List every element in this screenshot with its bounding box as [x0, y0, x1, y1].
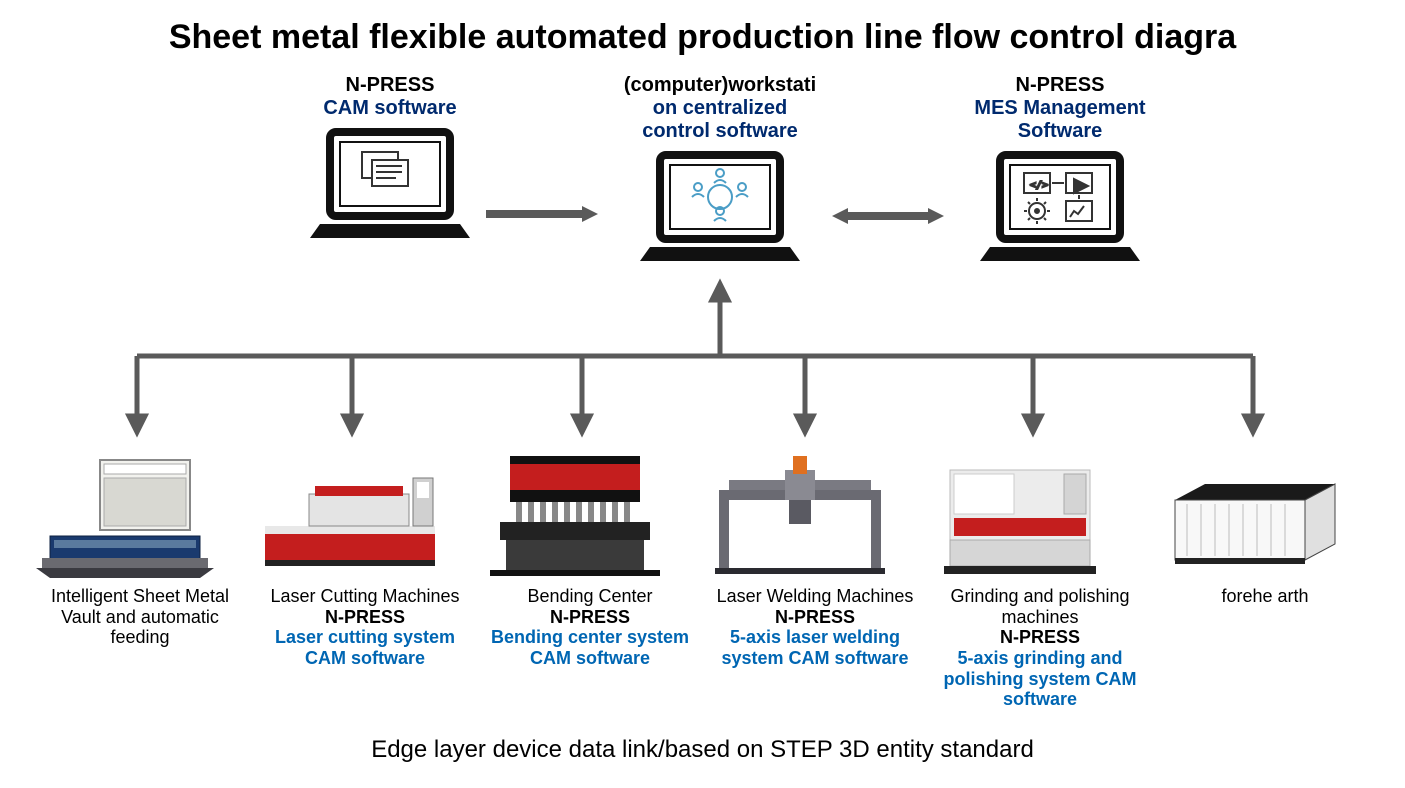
laptop-workstation-icon	[640, 149, 800, 269]
top-node-cam-line2: CAM software	[260, 97, 520, 120]
machine-vault-label: Intelligent Sheet Metal Vault and automa…	[30, 586, 250, 648]
machine-grinding-line3: 5-axis grinding and polishing system CAM…	[930, 648, 1150, 710]
arrow-workstation-mes	[832, 208, 944, 224]
top-node-ws-line2: on centralized	[590, 97, 850, 120]
machine-laser-cut-line3: Laser cutting system CAM software	[255, 627, 475, 668]
machine-grinding-line2: N-PRESS	[930, 627, 1150, 648]
machine-forehearth: forehe arth	[1155, 440, 1375, 740]
machine-laser-cut: Laser Cutting Machines N-PRESS Laser cut…	[255, 440, 475, 740]
top-node-cam: N-PRESS CAM software	[260, 74, 520, 251]
svg-text:</>: </>	[1030, 180, 1048, 191]
machine-grinding-line1: Grinding and polishing machines	[930, 586, 1150, 627]
machine-grinding-icon	[930, 440, 1120, 580]
top-node-mes-line3: Software	[930, 120, 1190, 143]
machine-forehearth-label: forehe arth	[1155, 586, 1375, 607]
top-node-workstation: (computer)workstati on centralized contr…	[590, 74, 850, 274]
machine-bending-line1: Bending Center	[480, 586, 700, 607]
machine-welding-line3: 5-axis laser welding system CAM software	[705, 627, 925, 668]
top-node-mes-line2: MES Management	[930, 97, 1190, 120]
machine-vault-icon	[30, 440, 220, 580]
arrow-cam-to-workstation	[486, 206, 598, 222]
machine-laser-cut-line1: Laser Cutting Machines	[255, 586, 475, 607]
machine-welding: Laser Welding Machines N-PRESS 5-axis la…	[705, 440, 925, 740]
machines-row: Intelligent Sheet Metal Vault and automa…	[0, 440, 1405, 740]
top-node-ws-line3: control software	[590, 120, 850, 143]
machine-bending-line2: N-PRESS	[480, 607, 700, 628]
page-title: Sheet metal flexible automated productio…	[0, 0, 1405, 57]
top-node-cam-line1: N-PRESS	[260, 74, 520, 97]
machine-laser-cut-icon	[255, 440, 445, 580]
laptop-cam-icon	[310, 126, 470, 246]
top-row: N-PRESS CAM software (computer)workstati…	[0, 74, 1405, 264]
machine-welding-icon	[705, 440, 895, 580]
machine-bending: Bending Center N-PRESS Bending center sy…	[480, 440, 700, 740]
top-node-mes-line1: N-PRESS	[930, 74, 1190, 97]
machine-grinding: Grinding and polishing machines N-PRESS …	[930, 440, 1150, 740]
machine-bending-icon	[480, 440, 670, 580]
top-node-mes: N-PRESS MES Management Software </>	[930, 74, 1190, 274]
machine-vault: Intelligent Sheet Metal Vault and automa…	[30, 440, 250, 740]
laptop-mes-icon: </>	[980, 149, 1140, 269]
top-node-ws-line1: (computer)workstati	[590, 74, 850, 97]
machine-welding-line1: Laser Welding Machines	[705, 586, 925, 607]
machine-laser-cut-line2: N-PRESS	[255, 607, 475, 628]
machine-bending-line3: Bending center system CAM software	[480, 627, 700, 668]
footer-text: Edge layer device data link/based on STE…	[0, 736, 1405, 764]
machine-welding-line2: N-PRESS	[705, 607, 925, 628]
machine-forehearth-icon	[1155, 440, 1345, 580]
